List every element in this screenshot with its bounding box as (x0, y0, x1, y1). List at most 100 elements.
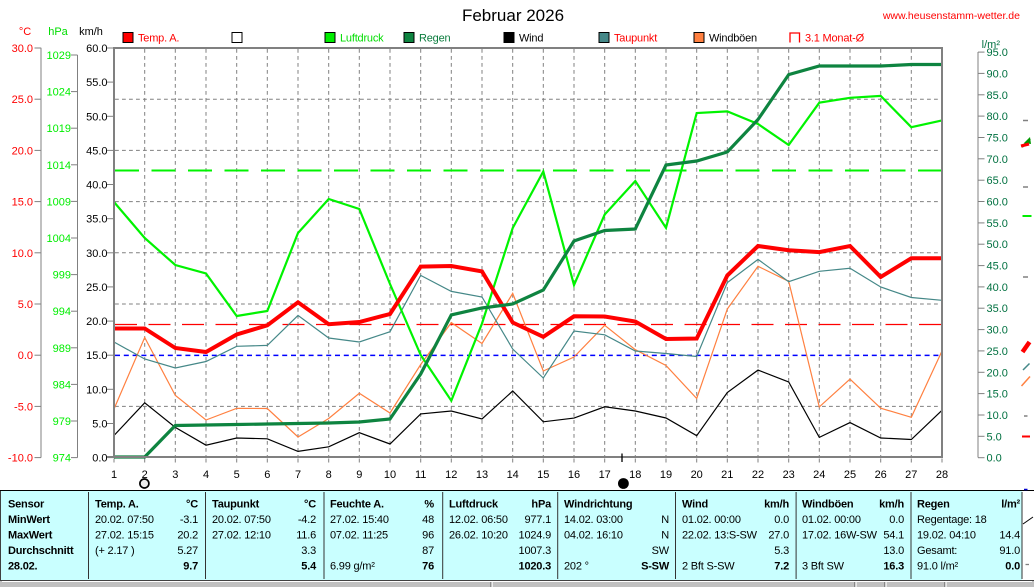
svg-text:989: 989 (53, 343, 71, 355)
svg-text:27.0: 27.0 (768, 530, 789, 542)
svg-text:60.0: 60.0 (86, 43, 107, 55)
svg-text:1024.9: 1024.9 (519, 530, 552, 542)
svg-text:28: 28 (936, 469, 948, 481)
svg-text:Temp. A.: Temp. A. (138, 33, 179, 45)
svg-text:Regen: Regen (917, 499, 950, 511)
svg-text:5.3: 5.3 (774, 545, 789, 557)
svg-text:50.0: 50.0 (987, 239, 1008, 251)
svg-text:-5.0: -5.0 (14, 401, 33, 413)
svg-text:www.heusenstamm-wetter.de: www.heusenstamm-wetter.de (882, 10, 1020, 22)
svg-text:12.02. 06:50: 12.02. 06:50 (449, 514, 508, 526)
svg-text:28.02.: 28.02. (8, 561, 38, 573)
svg-text:Regentage: 18: Regentage: 18 (917, 514, 987, 526)
svg-text:5: 5 (234, 469, 240, 481)
svg-text:7: 7 (295, 469, 301, 481)
svg-text:20: 20 (691, 469, 703, 481)
svg-text:Februar 2026: Februar 2026 (462, 6, 564, 25)
svg-text:3.1 Monat-Ø: 3.1 Monat-Ø (805, 33, 865, 45)
svg-text:1009: 1009 (47, 196, 71, 208)
svg-text:5.0: 5.0 (987, 431, 1002, 443)
svg-text:10.0: 10.0 (12, 248, 33, 260)
svg-text:26.02. 10:20: 26.02. 10:20 (449, 530, 508, 542)
svg-text:N: N (661, 514, 669, 526)
svg-text:27.02. 15:40: 27.02. 15:40 (330, 514, 389, 526)
svg-text:km/h: km/h (879, 499, 904, 511)
svg-text:hPa: hPa (48, 26, 68, 38)
svg-text:4: 4 (203, 469, 209, 481)
svg-text:25.0: 25.0 (12, 94, 33, 106)
svg-text:26: 26 (875, 469, 887, 481)
svg-text:75.0: 75.0 (987, 133, 1008, 145)
svg-text:0.0: 0.0 (774, 514, 789, 526)
svg-text:Regen: Regen (419, 33, 450, 45)
svg-text:91.0 l/m²: 91.0 l/m² (917, 561, 959, 573)
svg-text:hPa: hPa (531, 499, 552, 511)
svg-text:14: 14 (507, 469, 519, 481)
svg-text:2: 2 (142, 469, 148, 481)
svg-text:01.02. 00:00: 01.02. 00:00 (682, 514, 741, 526)
svg-text:Luftdruck: Luftdruck (340, 33, 384, 45)
svg-text:Feuchte A.: Feuchte A. (330, 499, 384, 511)
svg-text:19: 19 (660, 469, 672, 481)
svg-text:-3.1: -3.1 (180, 514, 198, 526)
svg-text:30.0: 30.0 (86, 248, 107, 260)
svg-text:87: 87 (422, 545, 434, 557)
svg-text:55.0: 55.0 (987, 218, 1008, 230)
svg-text:N: N (661, 530, 669, 542)
svg-text:MinWert: MinWert (8, 514, 50, 526)
svg-text:22.02. 13:S-SW: 22.02. 13:S-SW (682, 530, 758, 542)
svg-text:23: 23 (783, 469, 795, 481)
svg-text:0.0: 0.0 (889, 514, 904, 526)
svg-text:60.0: 60.0 (987, 197, 1008, 209)
svg-text:20.0: 20.0 (12, 145, 33, 157)
svg-text:994: 994 (53, 306, 71, 318)
svg-text:S-SW: S-SW (641, 561, 670, 573)
svg-text:3: 3 (172, 469, 178, 481)
svg-text:30.0: 30.0 (987, 325, 1008, 337)
svg-text:21: 21 (721, 469, 733, 481)
svg-text:10.0: 10.0 (86, 384, 107, 396)
svg-text:27: 27 (905, 469, 917, 481)
svg-text:30.0: 30.0 (12, 43, 33, 55)
svg-text:45.0: 45.0 (86, 145, 107, 157)
svg-text:40.0: 40.0 (86, 180, 107, 192)
svg-text:999: 999 (53, 270, 71, 282)
svg-text:977.1: 977.1 (524, 514, 551, 526)
svg-text:l/m²: l/m² (1001, 499, 1020, 511)
svg-text:16.3: 16.3 (883, 561, 904, 573)
svg-text:50.0: 50.0 (86, 111, 107, 123)
svg-text:13.0: 13.0 (883, 545, 904, 557)
svg-text:10: 10 (384, 469, 396, 481)
svg-text:20.02. 07:50: 20.02. 07:50 (95, 514, 154, 526)
svg-text:40.0: 40.0 (987, 282, 1008, 294)
svg-text:20.0: 20.0 (86, 316, 107, 328)
svg-text:2 Bft S-SW: 2 Bft S-SW (682, 561, 735, 573)
svg-text:35.0: 35.0 (987, 303, 1008, 315)
svg-text:80.0: 80.0 (987, 111, 1008, 123)
svg-text:5.0: 5.0 (92, 419, 107, 431)
svg-text:5.4: 5.4 (301, 561, 317, 573)
svg-text:°C: °C (19, 26, 31, 38)
svg-text:1: 1 (111, 469, 117, 481)
svg-text:91.0: 91.0 (999, 545, 1020, 557)
svg-text:22: 22 (752, 469, 764, 481)
svg-text:48: 48 (422, 514, 434, 526)
svg-text:15.0: 15.0 (12, 197, 33, 209)
svg-text:Windböen: Windböen (802, 499, 854, 511)
svg-text:Taupunkt: Taupunkt (212, 499, 260, 511)
svg-text:0.0: 0.0 (92, 453, 107, 465)
svg-text:20.0: 20.0 (987, 367, 1008, 379)
svg-text:1004: 1004 (47, 233, 71, 245)
svg-text:27.02. 12:10: 27.02. 12:10 (212, 530, 271, 542)
svg-text:55.0: 55.0 (86, 77, 107, 89)
svg-text:Temp. A.: Temp. A. (95, 499, 139, 511)
svg-text:10.0: 10.0 (987, 410, 1008, 422)
svg-text:km/h: km/h (79, 26, 103, 38)
svg-text:13: 13 (476, 469, 488, 481)
svg-text:Wind: Wind (682, 499, 708, 511)
svg-text:1020.3: 1020.3 (519, 561, 552, 573)
svg-text:-4.2: -4.2 (298, 514, 316, 526)
svg-text:15: 15 (537, 469, 549, 481)
svg-text:km/h: km/h (764, 499, 789, 511)
svg-text:979: 979 (53, 416, 71, 428)
